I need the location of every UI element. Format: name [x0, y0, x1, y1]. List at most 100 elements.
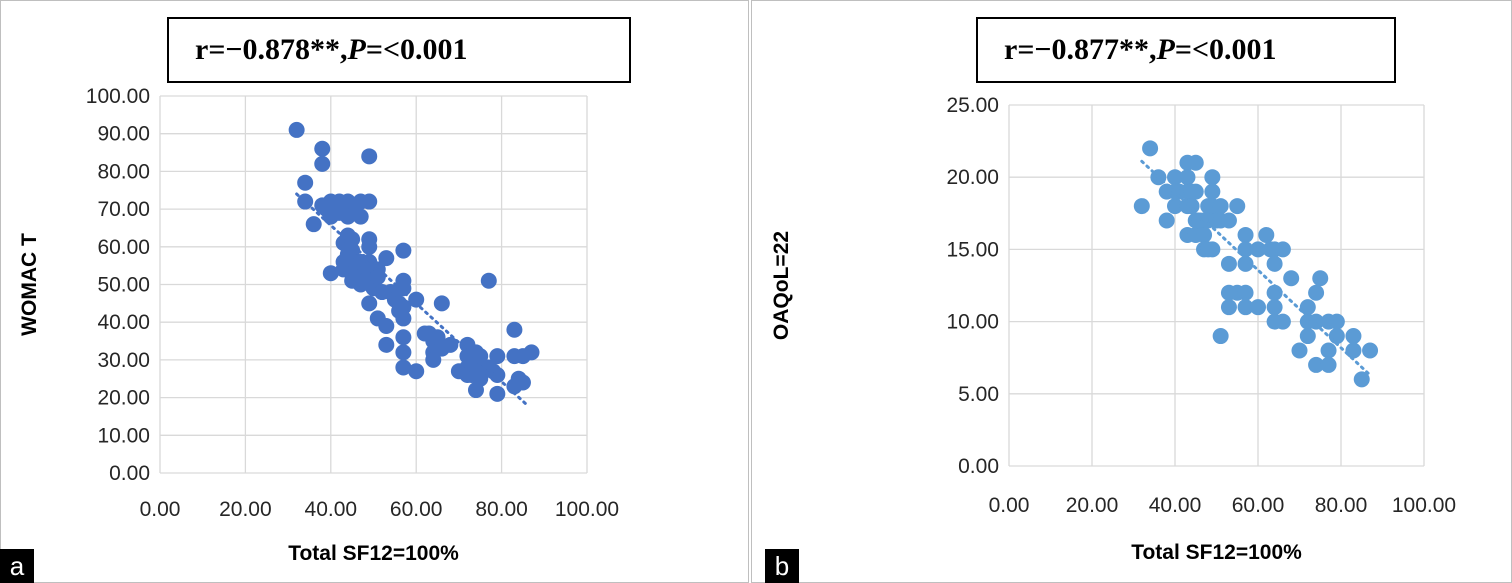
- y-tick-label-a: 30.00: [97, 349, 150, 372]
- x-tick-label-a: 100.00: [555, 498, 619, 521]
- data-point-b: [1299, 328, 1316, 345]
- data-point-b: [1328, 328, 1345, 345]
- data-point-b: [1212, 328, 1229, 345]
- data-point-a: [339, 208, 356, 225]
- data-point-a: [361, 238, 378, 255]
- data-point-a: [361, 148, 378, 165]
- data-point-b: [1312, 270, 1329, 287]
- data-point-b: [1204, 183, 1221, 200]
- y-tick-label-a: 90.00: [97, 123, 150, 146]
- data-point-b: [1158, 212, 1175, 229]
- x-axis-title-a: Total SF12=100%: [288, 542, 459, 565]
- data-point-b: [1299, 299, 1316, 316]
- data-point-a: [433, 295, 450, 312]
- y-tick-label-a: 0.00: [109, 462, 150, 485]
- y-tick-label-b: 5.00: [958, 383, 999, 406]
- data-point-a: [408, 291, 425, 308]
- data-point-b: [1179, 169, 1196, 186]
- data-point-b: [1320, 356, 1337, 373]
- data-point-b: [1237, 299, 1254, 316]
- correlation-prefix-b: r=−0.877**,: [1004, 33, 1157, 66]
- data-point-a: [378, 336, 395, 353]
- data-point-a: [395, 280, 412, 297]
- data-point-b: [1266, 284, 1283, 301]
- p-symbol-a: P: [347, 33, 366, 66]
- p-value-a: =<0.001: [365, 33, 468, 66]
- data-point-a: [395, 329, 412, 346]
- data-point-a: [352, 208, 369, 225]
- x-tick-label-b: 60.00: [1232, 494, 1285, 517]
- data-point-a: [314, 140, 331, 157]
- data-point-b: [1187, 183, 1204, 200]
- y-tick-label-b: 0.00: [958, 455, 999, 478]
- data-point-a: [361, 295, 378, 312]
- y-tick-label-a: 70.00: [97, 198, 150, 221]
- data-point-a: [344, 231, 361, 248]
- data-point-b: [1283, 270, 1300, 287]
- y-tick-label-a: 10.00: [97, 424, 150, 447]
- panel-label-a: a: [0, 549, 34, 583]
- panel-a-chart: 0.00 10.00 20.00 30.00 40.00 50.00 60.00 70.00 8…: [0, 0, 749, 583]
- y-axis-title-a: WOMAC T: [18, 233, 41, 336]
- data-point-b: [1204, 241, 1221, 258]
- data-point-b: [1183, 198, 1200, 215]
- x-tick-label-a: 20.00: [219, 498, 272, 521]
- data-point-a: [408, 363, 425, 380]
- data-point-b: [1266, 255, 1283, 272]
- data-point-a: [395, 310, 412, 327]
- y-tick-label-a: 20.00: [97, 387, 150, 410]
- data-point-a: [425, 351, 442, 368]
- data-point-b: [1237, 255, 1254, 272]
- data-point-b: [1258, 226, 1275, 243]
- data-point-a: [314, 155, 331, 172]
- y-tick-label-b: 10.00: [946, 311, 999, 334]
- x-tick-label-b: 20.00: [1066, 494, 1119, 517]
- data-point-a: [442, 336, 459, 353]
- trendline-a: [295, 192, 529, 407]
- data-point-b: [1220, 299, 1237, 316]
- correlation-prefix-a: r=−0.878**,: [195, 33, 348, 66]
- data-point-b: [1345, 342, 1362, 359]
- data-point-b: [1291, 342, 1308, 359]
- data-point-b: [1308, 313, 1325, 330]
- data-point-b: [1345, 328, 1362, 345]
- data-point-b: [1266, 299, 1283, 316]
- x-tick-label-b: 80.00: [1315, 494, 1368, 517]
- p-symbol-b: P: [1156, 33, 1175, 66]
- data-point-a: [489, 348, 506, 365]
- data-point-a: [480, 272, 497, 289]
- data-point-b: [1133, 198, 1150, 215]
- y-tick-label-b: 20.00: [946, 166, 999, 189]
- data-point-a: [378, 250, 395, 267]
- data-point-a: [489, 366, 506, 383]
- data-point-a: [395, 344, 412, 361]
- y-tick-label-a: 40.00: [97, 311, 150, 334]
- x-tick-label-a: 80.00: [475, 498, 528, 521]
- y-tick-label-a: 60.00: [97, 236, 150, 259]
- y-tick-label-a: 80.00: [97, 160, 150, 183]
- y-tick-label-b: 25.00: [946, 94, 999, 117]
- data-point-a: [489, 385, 506, 402]
- data-point-b: [1320, 342, 1337, 359]
- data-point-b: [1353, 371, 1370, 388]
- y-tick-label-b: 15.00: [946, 238, 999, 261]
- data-point-b: [1220, 212, 1237, 229]
- p-value-b: =<0.001: [1174, 33, 1277, 66]
- data-point-b: [1167, 169, 1183, 186]
- data-point-b: [1229, 198, 1246, 215]
- data-point-b: [1204, 169, 1221, 186]
- data-point-a: [395, 359, 412, 376]
- data-point-a: [523, 344, 540, 361]
- data-point-b: [1274, 241, 1291, 258]
- data-point-b: [1274, 313, 1291, 330]
- data-point-a: [506, 321, 523, 338]
- trendline-b: [1140, 159, 1372, 377]
- data-point-b: [1250, 241, 1266, 258]
- data-point-a: [305, 216, 322, 233]
- data-point-b: [1167, 198, 1183, 215]
- data-point-b: [1196, 226, 1213, 243]
- correlation-box-b: r=−0.877**, P =<0.001: [976, 17, 1396, 83]
- y-tick-label-a: 100.00: [86, 85, 150, 108]
- x-tick-label-b: 40.00: [1149, 494, 1202, 517]
- data-point-b: [1237, 226, 1254, 243]
